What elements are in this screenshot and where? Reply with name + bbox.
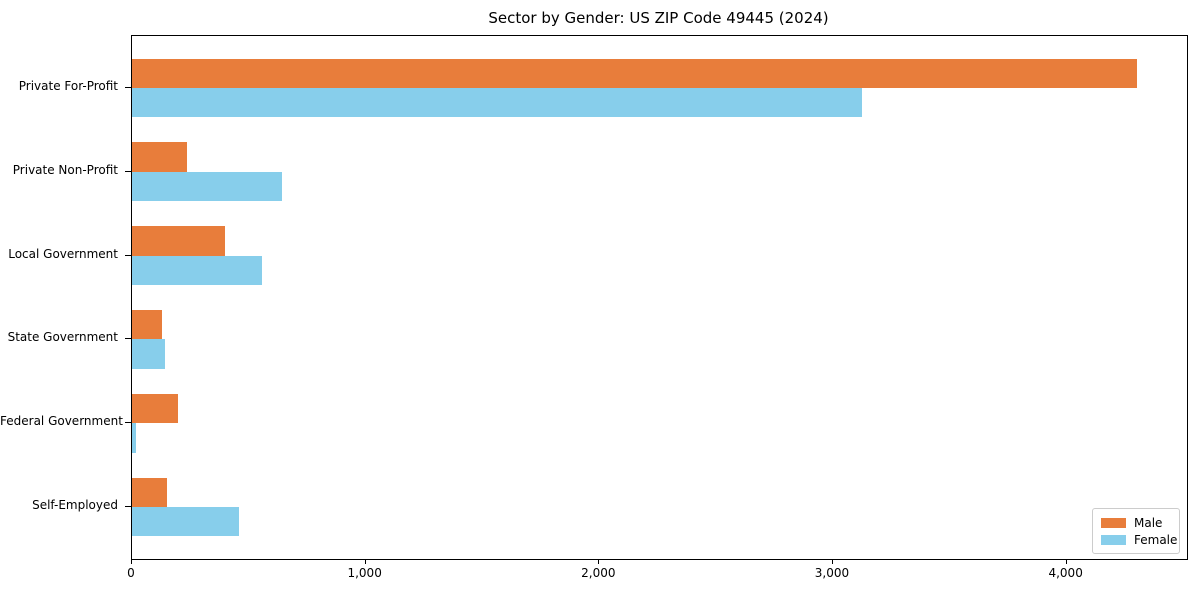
bar-male-self-employed (132, 477, 168, 508)
x-axis-tick (831, 559, 833, 564)
y-axis-tick (125, 170, 131, 172)
bar-female-private-non-profit (132, 171, 282, 202)
legend-label-male: Male (1134, 515, 1163, 530)
x-tick-label: 3,000 (814, 566, 850, 580)
legend-entry-female: Female (1101, 531, 1177, 548)
x-tick-label: 0 (127, 566, 135, 580)
plot-area (131, 35, 1188, 560)
chart-title: Sector by Gender: US ZIP Code 49445 (202… (488, 9, 829, 27)
x-axis-tick (131, 559, 132, 564)
y-axis-tick (125, 338, 131, 340)
x-axis-tick (1065, 559, 1067, 564)
legend-entry-male: Male (1101, 514, 1171, 531)
bar-male-private-for-profit (132, 58, 1137, 88)
bar-male-federal-government (132, 393, 178, 424)
bar-male-state-government (132, 310, 163, 340)
y-axis-tick (125, 254, 131, 256)
y-tick-label: State Government (7, 330, 118, 345)
bar-female-state-government (132, 339, 165, 369)
y-tick-label: Federal Government (0, 414, 123, 429)
x-axis-tick (598, 559, 600, 564)
y-tick-label: Local Government (8, 246, 118, 261)
legend-label-female: Female (1134, 532, 1178, 547)
legend: Male Female (1092, 508, 1180, 554)
x-tick-label: 4,000 (1048, 566, 1083, 580)
bar-female-federal-government (132, 423, 136, 453)
y-axis-tick (125, 422, 131, 424)
legend-swatch-female (1101, 534, 1126, 545)
y-tick-label: Self-Employed (32, 498, 118, 513)
bar-female-local-government (132, 255, 262, 285)
y-tick-label: Private Non-Profit (12, 162, 118, 177)
bar-male-private-non-profit (132, 142, 187, 172)
bar-female-self-employed (132, 507, 240, 537)
x-axis-tick (364, 559, 366, 564)
y-tick-label: Private For-Profit (18, 78, 118, 93)
x-tick-label: 2,000 (581, 566, 616, 580)
y-axis-tick (125, 506, 131, 508)
bar-female-private-for-profit (132, 87, 863, 118)
legend-swatch-male (1101, 517, 1126, 528)
bar-male-local-government (132, 226, 226, 256)
x-tick-label: 1,000 (347, 566, 382, 580)
y-axis-tick (125, 86, 131, 88)
